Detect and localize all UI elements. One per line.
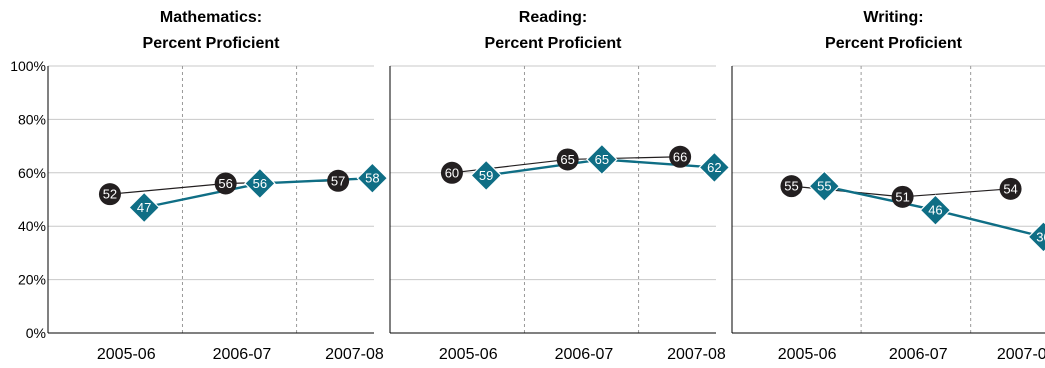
data-label: 58 — [365, 171, 379, 186]
chart-title: Writing: — [863, 9, 923, 26]
x-tick-label: 2005-06 — [778, 346, 837, 363]
series-1-point — [669, 145, 692, 168]
data-label: 56 — [253, 176, 267, 191]
series-2-point — [586, 143, 618, 176]
x-tick-label: 2006-07 — [889, 346, 948, 363]
data-label: 59 — [479, 168, 493, 183]
series-2-point — [808, 170, 841, 202]
chart-panel-2: 2005-06 2006-07 2007-08 Reading: Percent Pro… — [389, 9, 731, 363]
x-tick-label: 2006-07 — [555, 346, 614, 363]
data-label: 46 — [928, 203, 942, 218]
chart-subtitle: Percent Proficient — [825, 35, 963, 52]
series-1-point — [440, 161, 463, 184]
data-label: 65 — [560, 152, 574, 167]
x-tick-label: 2005-06 — [97, 346, 156, 363]
chart-title: Reading: — [519, 9, 587, 26]
series-2-point — [356, 162, 389, 194]
data-label: 60 — [445, 165, 459, 180]
x-tick-label: 2007-08 — [667, 346, 726, 363]
y-tick-label: 100% — [10, 58, 46, 74]
chart-panel-1: 0% 20% 40% 60% 80% 100% 2005-06 2006-07 2007-08 M… — [10, 9, 389, 363]
y-tick-label: 60% — [18, 165, 46, 181]
series-1-point — [556, 148, 579, 171]
data-label: 52 — [103, 187, 117, 202]
series-2-point — [244, 167, 276, 200]
series-2-point — [1027, 221, 1045, 253]
series-1-point — [98, 183, 121, 206]
chart-subtitle: Percent Proficient — [143, 35, 281, 52]
series-1-point — [780, 175, 803, 198]
data-label: 36 — [1036, 229, 1045, 244]
data-label: 54 — [1003, 181, 1017, 196]
data-label: 47 — [137, 200, 151, 215]
chart-panel-3: 2005-06 2006-07 2007-08 Writing: Percent Pro… — [731, 9, 1045, 363]
y-tick-label: 80% — [18, 111, 46, 127]
series-1-point — [214, 172, 237, 195]
data-label: 51 — [895, 189, 909, 204]
x-tick-label: 2005-06 — [439, 346, 498, 363]
series-1-point — [891, 185, 914, 208]
x-tick-label: 2007-08 — [325, 346, 384, 363]
data-label: 55 — [817, 179, 831, 194]
series-2-point — [698, 151, 731, 184]
data-label: 57 — [331, 173, 345, 188]
series-1-point — [327, 169, 350, 192]
data-label: 55 — [784, 179, 798, 194]
series-1-point — [999, 177, 1022, 200]
data-label: 56 — [218, 176, 232, 191]
chart-subtitle: Percent Proficient — [485, 35, 623, 52]
data-label: 65 — [595, 152, 609, 167]
series-2-point — [919, 194, 952, 227]
y-tick-label: 0% — [26, 325, 46, 341]
data-label: 62 — [707, 160, 721, 175]
y-tick-label: 40% — [18, 218, 46, 234]
data-label: 66 — [673, 149, 687, 164]
x-tick-label: 2006-07 — [213, 346, 272, 363]
chart-title: Mathematics: — [160, 9, 262, 26]
series-2-point — [128, 191, 161, 224]
y-tick-label: 20% — [18, 272, 46, 288]
series-2-point — [470, 159, 503, 192]
x-tick-label: 2007-08 — [997, 346, 1045, 363]
